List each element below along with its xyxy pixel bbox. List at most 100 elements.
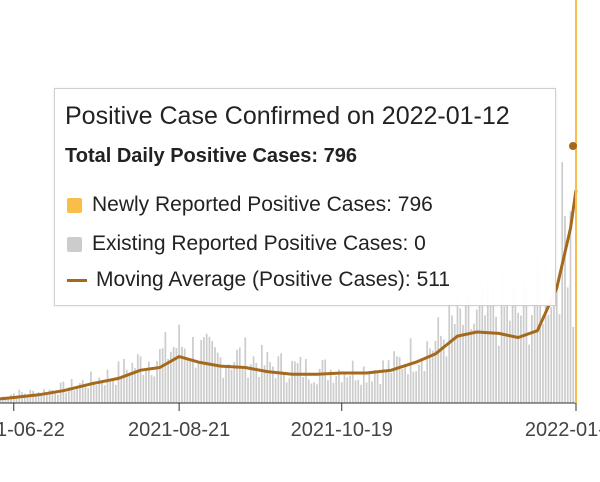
bar xyxy=(134,368,136,403)
bar xyxy=(564,216,566,403)
bar xyxy=(434,340,437,403)
bar xyxy=(131,362,134,403)
bar xyxy=(120,378,123,403)
tooltip-item-label: Newly Reported Positive Cases: 796 xyxy=(92,193,433,216)
bar xyxy=(294,361,296,403)
bar xyxy=(448,302,451,403)
bar xyxy=(139,356,142,403)
bar xyxy=(506,298,508,403)
bar xyxy=(440,335,442,403)
bar xyxy=(307,379,310,403)
bar xyxy=(57,394,59,403)
bar xyxy=(486,279,489,403)
bar xyxy=(517,312,519,403)
bar xyxy=(362,366,365,403)
bar xyxy=(183,348,186,403)
bar xyxy=(178,324,180,403)
bar xyxy=(40,394,43,403)
bar xyxy=(222,377,225,403)
bar xyxy=(81,380,84,403)
bar xyxy=(285,382,288,403)
bar xyxy=(68,387,70,403)
bar xyxy=(219,357,222,403)
bar xyxy=(109,379,112,403)
bar xyxy=(277,356,280,403)
bar xyxy=(48,389,51,403)
bar xyxy=(197,361,200,403)
x-tick-label: 2021-08-21 xyxy=(128,419,230,441)
bar xyxy=(150,375,153,403)
bar xyxy=(324,359,327,403)
bar xyxy=(553,263,555,403)
bar xyxy=(473,323,475,403)
bar xyxy=(153,376,156,403)
bar xyxy=(349,375,351,403)
bar xyxy=(437,317,440,403)
bar xyxy=(572,326,575,403)
bar xyxy=(54,393,56,403)
bar xyxy=(503,306,506,403)
bar xyxy=(156,360,158,403)
bar xyxy=(542,324,544,403)
bar xyxy=(23,393,26,403)
bar xyxy=(260,344,263,403)
bar xyxy=(321,360,324,403)
bar xyxy=(384,369,387,403)
bar xyxy=(114,384,117,403)
bar xyxy=(241,366,244,403)
bar xyxy=(445,356,448,403)
highlight-point xyxy=(569,142,577,150)
bar xyxy=(316,384,318,403)
bar xyxy=(112,378,114,403)
bar xyxy=(103,385,106,403)
bar xyxy=(214,347,216,403)
bar xyxy=(305,358,307,403)
bar xyxy=(453,323,456,403)
bar xyxy=(175,348,178,403)
bar xyxy=(429,348,431,403)
bar xyxy=(73,390,76,403)
bar xyxy=(420,358,423,403)
bar xyxy=(161,348,164,403)
bar xyxy=(233,362,236,403)
bar xyxy=(227,364,230,403)
bar xyxy=(203,337,205,403)
bar xyxy=(346,377,349,403)
tooltip-item-label: Moving Average (Positive Cases): 511 xyxy=(96,268,451,291)
bar xyxy=(343,373,346,403)
bar xyxy=(531,314,533,403)
bar xyxy=(368,372,371,403)
bar xyxy=(147,361,150,403)
bar xyxy=(189,360,192,403)
bar xyxy=(98,377,101,403)
bar xyxy=(46,394,48,403)
bar xyxy=(555,284,558,403)
bar xyxy=(274,378,277,403)
bar xyxy=(125,369,128,403)
bar xyxy=(288,378,291,403)
bar xyxy=(101,381,103,403)
bar xyxy=(423,371,426,403)
bar xyxy=(387,360,390,403)
bar xyxy=(495,316,497,403)
bar xyxy=(62,381,65,403)
bar xyxy=(462,324,464,403)
bar xyxy=(379,383,382,403)
bar xyxy=(390,372,393,403)
bar xyxy=(371,381,373,403)
bar xyxy=(244,337,247,403)
bar xyxy=(464,288,467,403)
bar xyxy=(142,374,145,403)
tooltip-item-newly: Newly Reported Positive Cases: 796 xyxy=(67,193,433,217)
bar xyxy=(283,374,285,403)
newly-swatch xyxy=(67,197,82,213)
x-tick-label: 2021-06-22 xyxy=(0,419,65,441)
x-tick-label: 2022-01-12 xyxy=(525,419,600,441)
bar xyxy=(313,382,316,403)
bar xyxy=(409,338,412,403)
bar xyxy=(252,356,255,403)
bar xyxy=(51,389,54,403)
bar xyxy=(335,375,338,403)
bar xyxy=(360,384,362,403)
bar xyxy=(258,376,260,403)
